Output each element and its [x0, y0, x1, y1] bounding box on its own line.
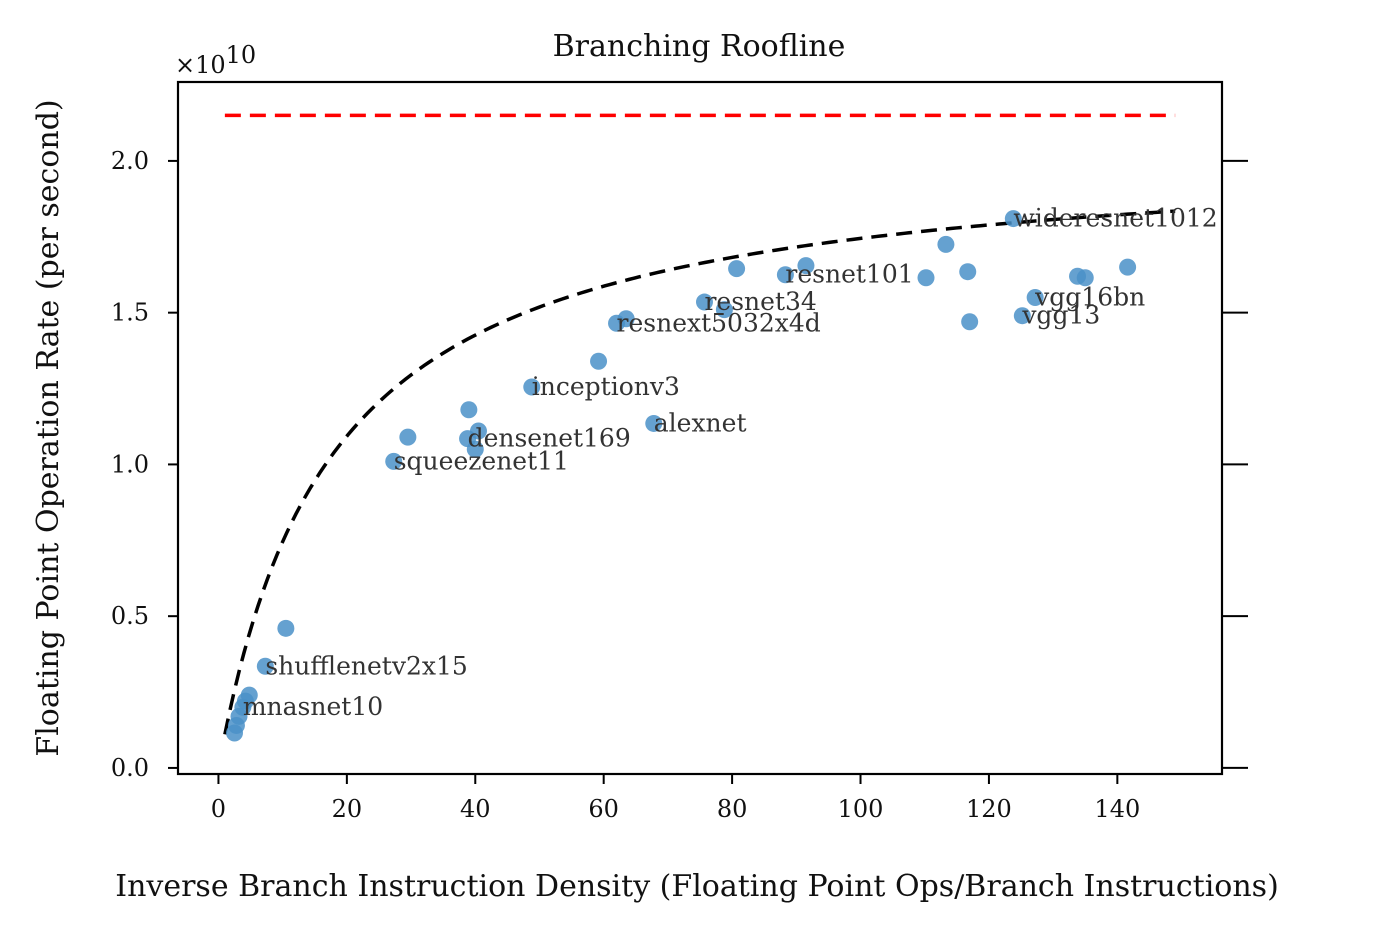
roofline-fit-curve	[223, 209, 1176, 735]
point-label: inceptionv3	[532, 372, 680, 401]
x-tick-label: 40	[460, 795, 491, 823]
data-point	[590, 352, 608, 370]
point-label: vgg13	[1021, 301, 1100, 330]
data-point	[1119, 258, 1137, 276]
x-tick-label: 140	[1094, 795, 1140, 823]
point-label: resnet34	[704, 287, 816, 316]
x-axis-label: Inverse Branch Instruction Density (Floa…	[115, 869, 1279, 904]
chart-title: Branching Roofline	[553, 29, 846, 64]
data-point	[460, 401, 478, 419]
data-point	[399, 428, 417, 446]
y-tick-label: 2.0	[111, 147, 149, 175]
x-tick-label: 0	[211, 795, 226, 823]
point-label: squeezenet11	[394, 446, 569, 475]
y-scale-exponent: ×1010	[175, 41, 256, 79]
data-point	[1026, 288, 1044, 306]
x-tick-label: 100	[838, 795, 884, 823]
data-point	[937, 235, 955, 253]
data-point	[617, 310, 635, 328]
data-point	[776, 266, 794, 284]
data-point	[961, 313, 979, 331]
y-scale-power: 10	[226, 41, 257, 69]
point-label: vgg16bn	[1034, 282, 1145, 311]
data-point	[256, 657, 274, 675]
y-axis-label: Floating Point Operation Rate (per secon…	[31, 99, 66, 756]
svg-text:×1010: ×1010	[175, 41, 256, 79]
y-scale-multiplier: ×10	[175, 51, 226, 79]
x-tick-label: 80	[717, 795, 748, 823]
data-point	[917, 269, 935, 287]
point-label: resnext5032x4d	[617, 308, 821, 337]
axes-frame	[176, 80, 1224, 776]
point-label: wideresnet1012	[1013, 204, 1217, 233]
data-point	[797, 257, 815, 275]
data-point	[645, 414, 663, 432]
data-point	[1076, 269, 1094, 287]
data-point	[728, 260, 746, 278]
data-point	[695, 293, 713, 311]
point-label: densenet169	[468, 424, 631, 453]
x-tick-label: 60	[588, 795, 619, 823]
point-label: shufflenetv2x15	[265, 651, 467, 680]
data-point	[466, 440, 484, 458]
x-tick-label: 20	[332, 795, 363, 823]
data-point	[240, 686, 258, 704]
axis-ticks: 0 20 40 60 80 100 120 140 0.0 0.5 1.0 1.5 2.0	[111, 147, 1248, 823]
data-point	[1004, 210, 1022, 228]
plot-area: mnasnet10 shufflenetv2x15 squeezenet11dens…	[176, 80, 1224, 776]
point-label: mnasnet10	[243, 692, 383, 721]
point-label: resnet101	[785, 260, 913, 289]
data-point	[1013, 307, 1031, 325]
y-tick-label: 0.5	[111, 602, 149, 630]
point-label: alexnet	[654, 408, 747, 437]
y-tick-label: 0.0	[111, 754, 149, 782]
y-tick-label: 1.0	[111, 450, 149, 478]
data-point	[715, 301, 733, 319]
data-point	[277, 619, 295, 637]
data-point	[469, 422, 487, 440]
data-point	[959, 263, 977, 281]
x-tick-label: 120	[966, 795, 1012, 823]
y-tick-label: 1.5	[111, 299, 149, 327]
data-point	[523, 378, 541, 396]
data-point	[385, 452, 403, 470]
